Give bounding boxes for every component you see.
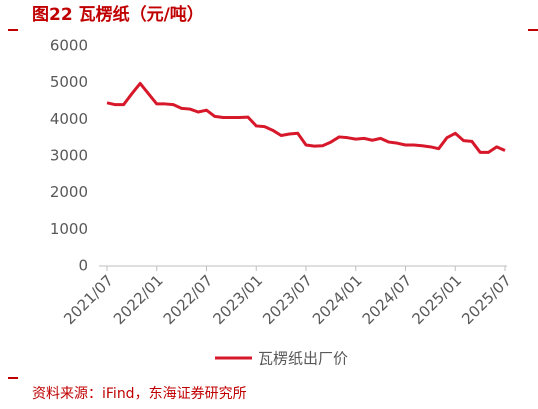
x-tick-label: 2022/01 — [110, 271, 167, 328]
x-tick-label: 2021/07 — [60, 271, 117, 328]
line-series — [106, 81, 506, 154]
y-tick-label: 3000 — [50, 147, 88, 165]
chart-title: 图22 瓦楞纸（元/吨） — [32, 4, 204, 25]
y-tick-label: 5000 — [50, 73, 88, 91]
x-tick-label: 2024/07 — [359, 271, 416, 328]
legend-label: 瓦楞纸出厂价 — [258, 350, 348, 368]
x-tick-label: 2023/01 — [209, 271, 266, 328]
y-tick-label: 6000 — [50, 37, 88, 55]
x-tick-label: 2025/01 — [408, 271, 465, 328]
x-tick-label: 2023/07 — [259, 271, 316, 328]
y-tick-label: 1000 — [50, 220, 88, 238]
y-tick-label: 4000 — [50, 110, 88, 128]
y-tick-label: 0 — [78, 257, 88, 275]
y-tick-label: 2000 — [50, 183, 88, 201]
source: 资料来源：iFind，东海证券研究所 — [32, 386, 247, 402]
x-tick-label: 2024/01 — [309, 271, 366, 328]
x-tick-label: 2025/07 — [458, 271, 515, 328]
x-tick-label: 2022/07 — [160, 271, 217, 328]
